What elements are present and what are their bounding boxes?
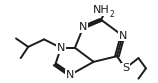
Text: N: N	[66, 70, 74, 80]
Text: N: N	[79, 22, 88, 32]
Text: NH: NH	[93, 5, 110, 15]
Text: N: N	[118, 31, 127, 41]
Text: N: N	[57, 43, 65, 53]
Text: 2: 2	[109, 10, 114, 19]
Text: S: S	[122, 63, 129, 73]
